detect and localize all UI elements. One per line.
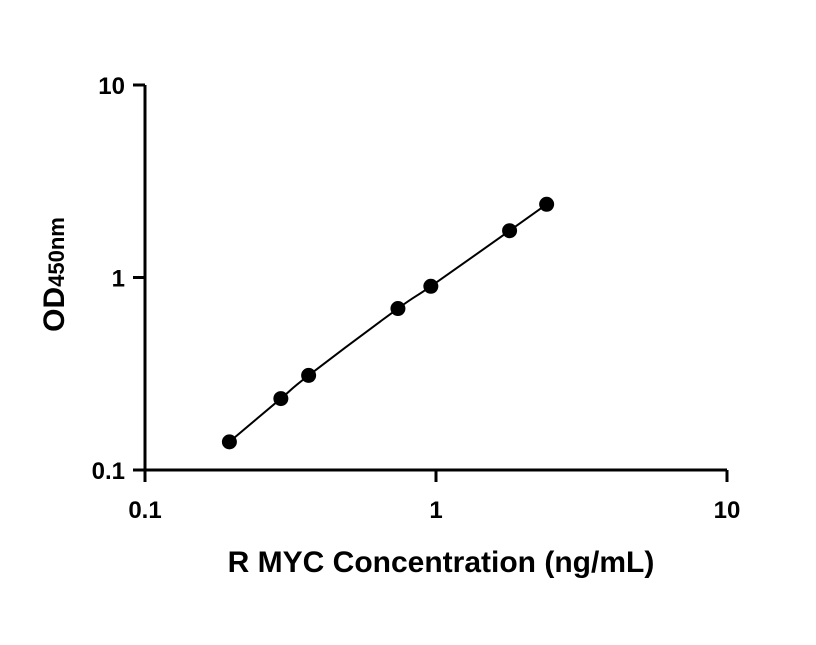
data-point bbox=[301, 367, 317, 383]
y-tick-label: 0.1 bbox=[92, 458, 125, 485]
axes bbox=[143, 85, 727, 472]
x-tick-label: 10 bbox=[714, 497, 741, 524]
x-axis-title: R MYC Concentration (ng/mL) bbox=[228, 546, 655, 579]
y-tick-label: 1 bbox=[112, 266, 125, 293]
y-tick-label: 10 bbox=[98, 73, 125, 100]
y-axis-title-main: OD bbox=[38, 287, 71, 332]
x-tick-label: 0.1 bbox=[128, 497, 161, 524]
y-axis-title: OD450nm bbox=[38, 217, 71, 332]
data-point bbox=[423, 278, 439, 294]
fit-curve bbox=[228, 203, 548, 443]
data-points bbox=[221, 196, 555, 450]
data-point bbox=[539, 196, 555, 212]
data-point bbox=[273, 391, 289, 407]
y-axis-title-subscript: 450nm bbox=[44, 217, 69, 287]
data-point bbox=[221, 434, 237, 450]
ticks bbox=[133, 83, 729, 482]
data-point bbox=[502, 223, 518, 239]
x-tick-label: 1 bbox=[429, 497, 442, 524]
tick-labels: 0.1 1 10 0.1 1 10 bbox=[92, 73, 741, 524]
data-point bbox=[390, 301, 406, 317]
